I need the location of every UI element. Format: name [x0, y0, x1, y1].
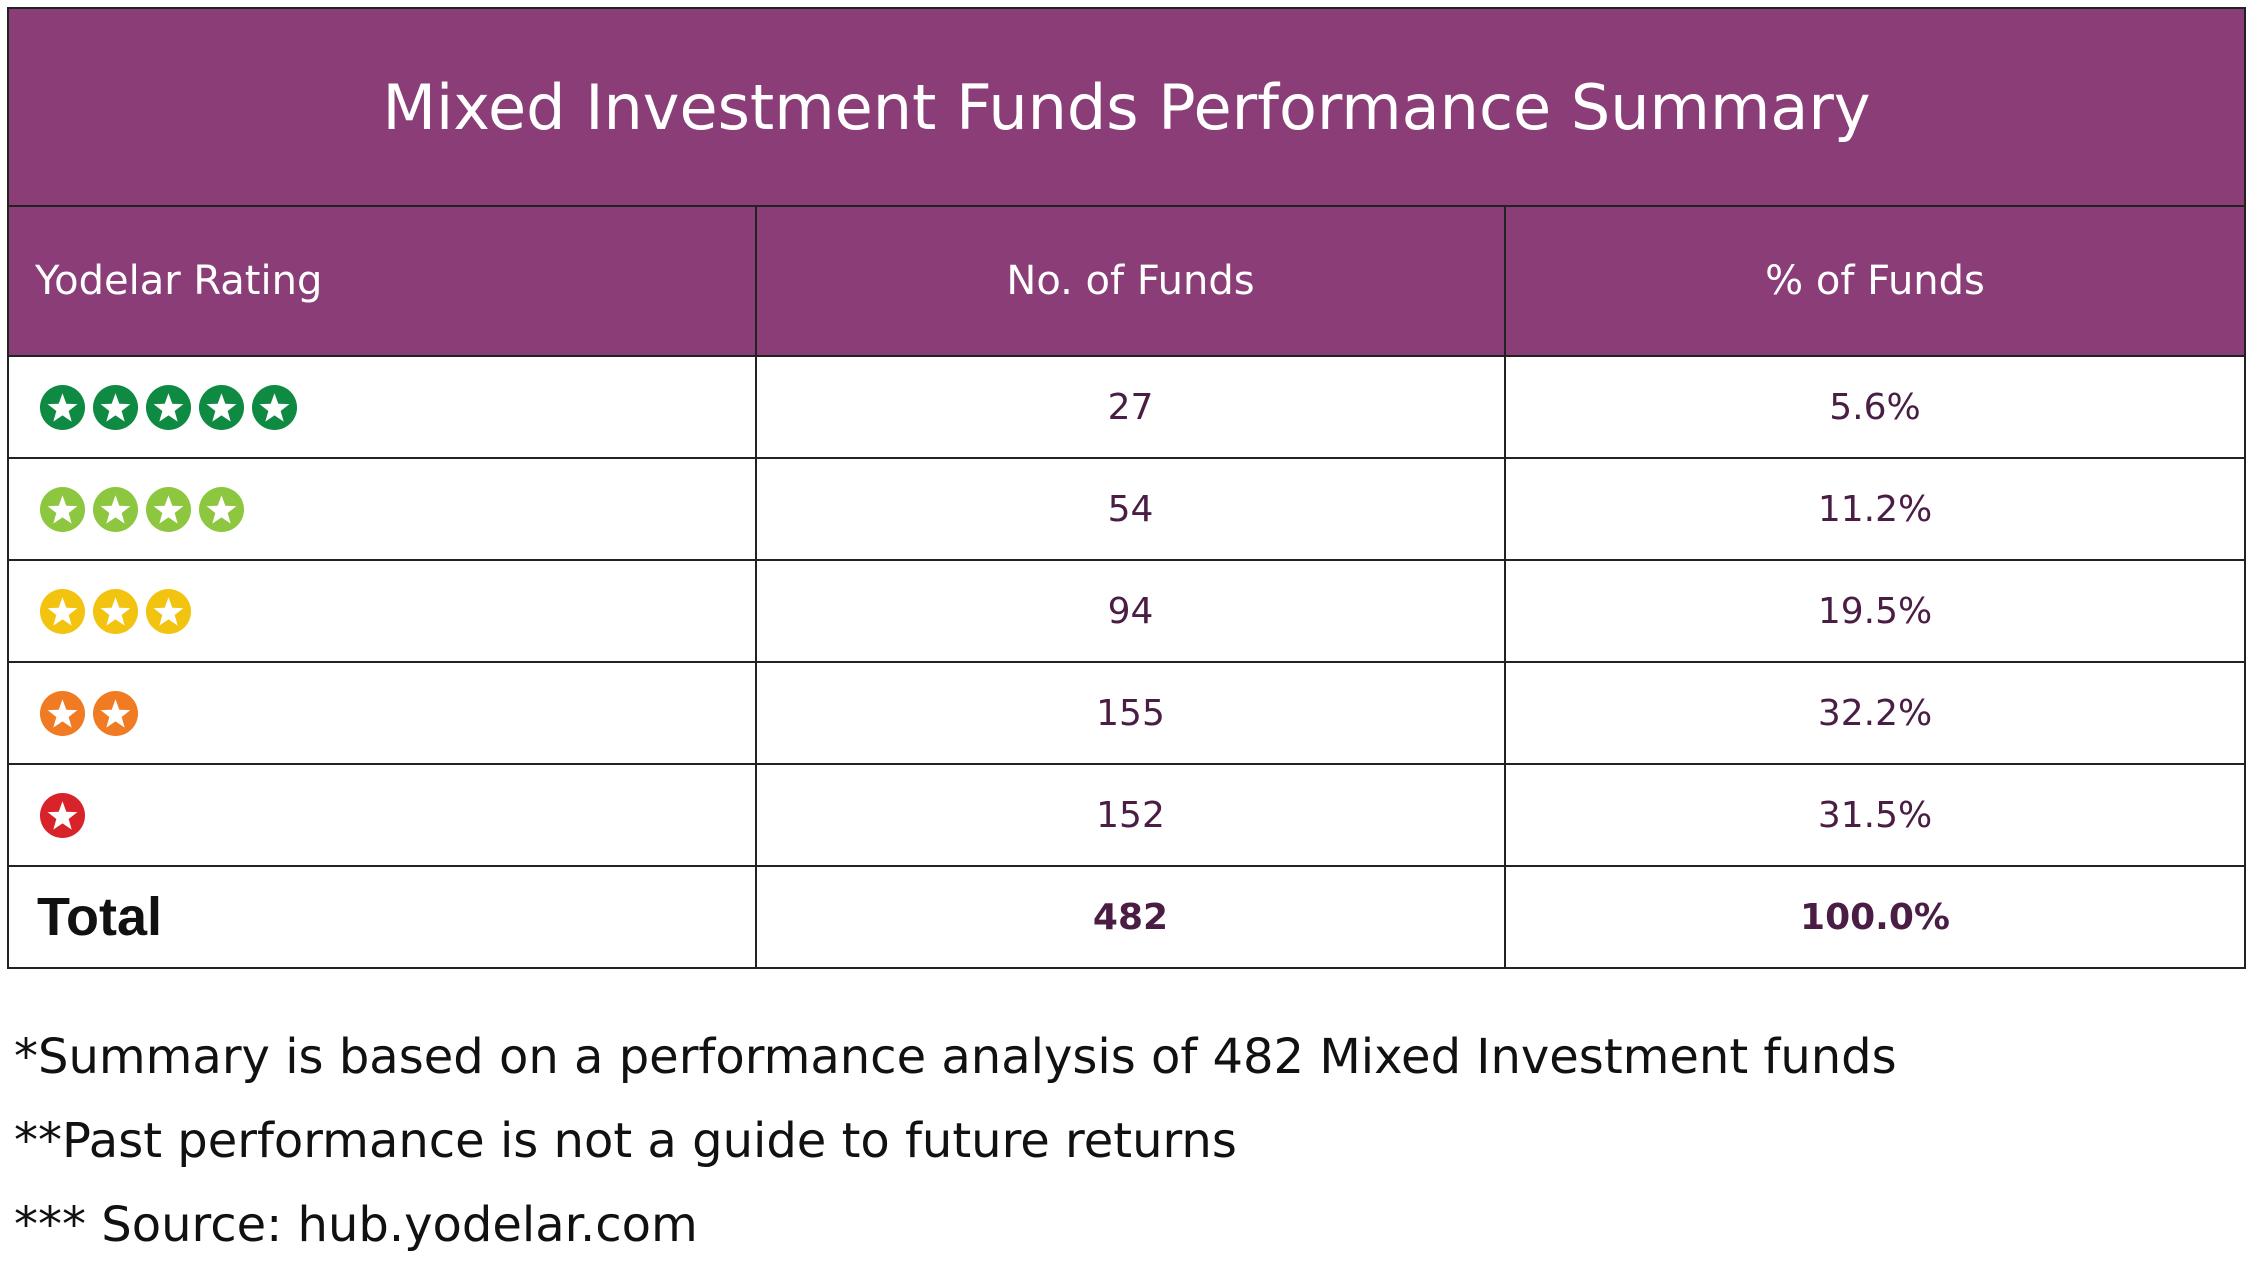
rating-cell: [7, 763, 757, 867]
rating-stars: [39, 690, 755, 737]
rating-cell: [7, 559, 757, 663]
total-pct-funds: 100.0%: [1503, 865, 2247, 969]
rating-stars: [39, 588, 755, 635]
table-row: 155 32.2%: [7, 661, 2247, 765]
pct-funds-cell: 19.5%: [1503, 559, 2247, 663]
num-funds-cell: 27: [755, 355, 1506, 459]
table-title: Mixed Investment Funds Performance Summa…: [6, 7, 2247, 207]
footnote-source: *** Source: hub.yodelar.com: [14, 1197, 698, 1253]
num-funds-cell: 94: [755, 559, 1506, 663]
rating-cell: [7, 661, 757, 765]
rating-cell: [7, 457, 757, 561]
footnote-past-performance: **Past performance is not a guide to fut…: [14, 1113, 1237, 1169]
total-row: Total 482 100.0%: [7, 865, 2247, 969]
performance-summary-table: Mixed Investment Funds Performance Summa…: [6, 7, 2247, 969]
rating-stars: [39, 792, 755, 839]
star-icon: [92, 384, 139, 430]
table-row: 27 5.6%: [7, 355, 2247, 459]
total-label: Total: [7, 865, 757, 969]
star-icon: [145, 486, 192, 532]
star-icon: [198, 486, 245, 532]
num-funds-cell: 155: [755, 661, 1506, 765]
header-row: Yodelar Rating No. of Funds % of Funds: [7, 205, 2247, 357]
pct-funds-cell: 5.6%: [1503, 355, 2247, 459]
star-icon: [251, 384, 298, 430]
star-icon: [145, 384, 192, 430]
header-rating: Yodelar Rating: [7, 205, 757, 357]
rating-cell: [7, 355, 757, 459]
header-pct-funds: % of Funds: [1503, 205, 2247, 357]
star-icon: [92, 690, 139, 736]
star-icon: [92, 588, 139, 634]
rating-stars: [39, 486, 755, 533]
num-funds-cell: 54: [755, 457, 1506, 561]
total-num-funds: 482: [755, 865, 1506, 969]
star-icon: [39, 792, 86, 838]
footnotes: *Summary is based on a performance analy…: [14, 1015, 1897, 1267]
num-funds-cell: 152: [755, 763, 1506, 867]
star-icon: [92, 486, 139, 532]
star-icon: [39, 384, 86, 430]
pct-funds-cell: 11.2%: [1503, 457, 2247, 561]
pct-funds-cell: 31.5%: [1503, 763, 2247, 867]
star-icon: [39, 690, 86, 736]
star-icon: [39, 588, 86, 634]
table-row: 94 19.5%: [7, 559, 2247, 663]
pct-funds-cell: 32.2%: [1503, 661, 2247, 765]
rating-stars: [39, 384, 755, 431]
header-num-funds: No. of Funds: [755, 205, 1506, 357]
star-icon: [145, 588, 192, 634]
star-icon: [39, 486, 86, 532]
star-icon: [198, 384, 245, 430]
table-row: 152 31.5%: [7, 763, 2247, 867]
table-row: 54 11.2%: [7, 457, 2247, 561]
footnote-summary: *Summary is based on a performance analy…: [14, 1029, 1897, 1085]
